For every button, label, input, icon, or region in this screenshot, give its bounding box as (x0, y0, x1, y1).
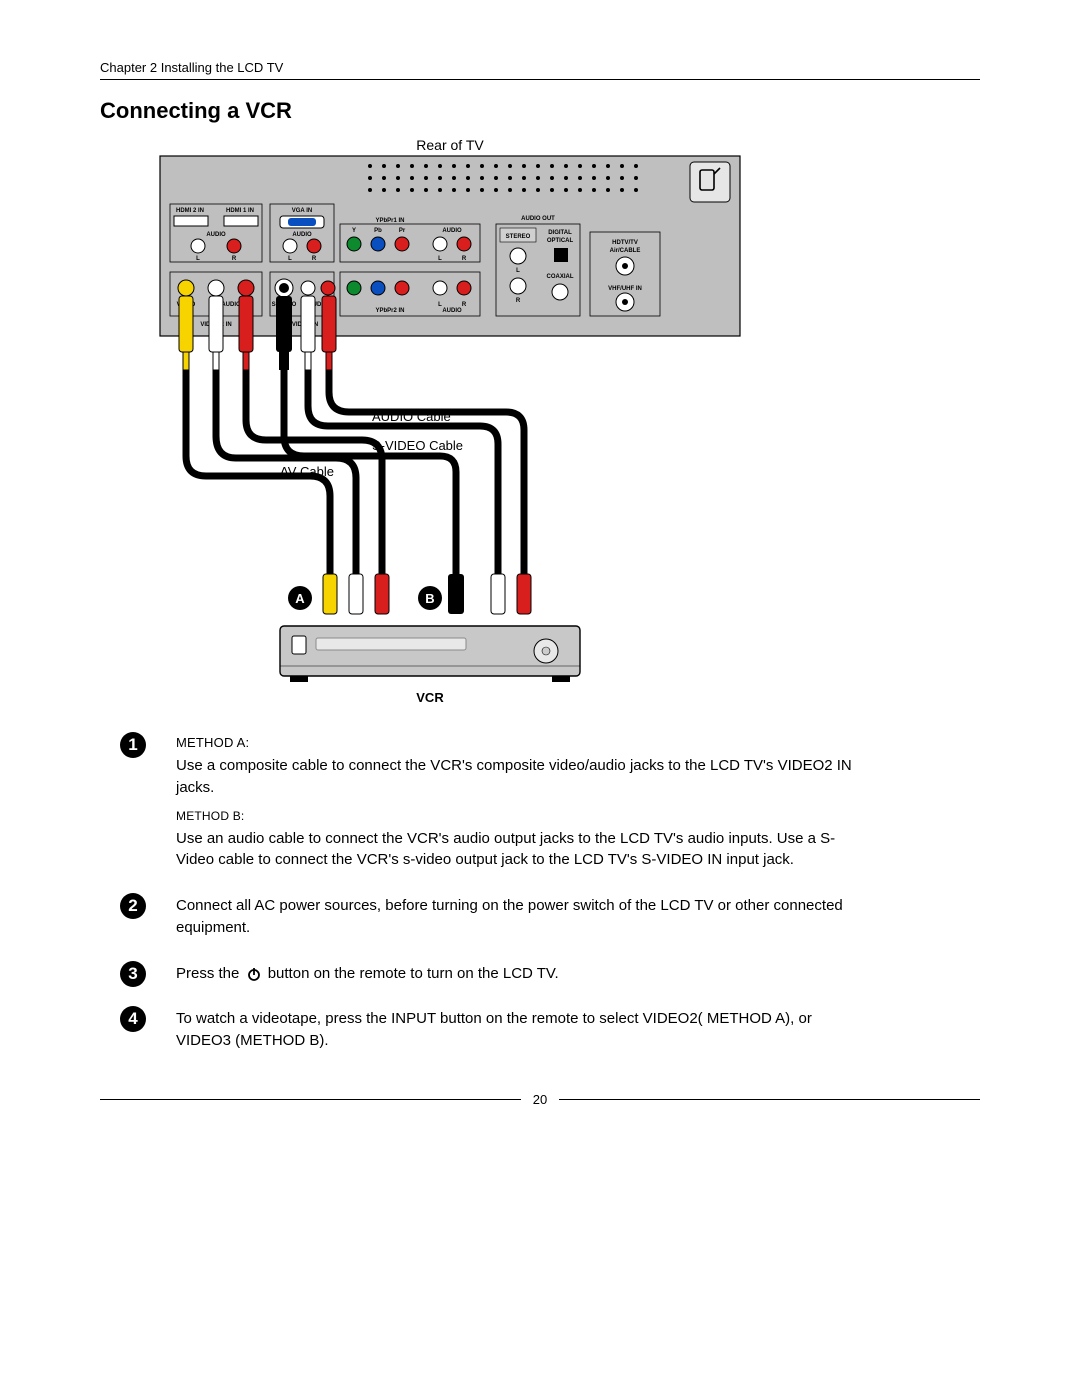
svg-text:OPTICAL: OPTICAL (547, 238, 574, 244)
svg-text:R: R (232, 256, 237, 262)
svg-text:L: L (438, 256, 442, 262)
svg-text:S-VIDEO Cable: S-VIDEO Cable (372, 438, 463, 453)
svg-text:L: L (438, 302, 442, 308)
footer-line-right (559, 1099, 980, 1100)
svg-text:HDMI 1 IN: HDMI 1 IN (226, 208, 254, 214)
page-footer: 20 (100, 1092, 980, 1107)
page: Chapter 2 Installing the LCD TV Connecti… (0, 0, 1080, 1147)
svg-text:VHF/UHF IN: VHF/UHF IN (608, 286, 642, 292)
svg-text:COAXIAL: COAXIAL (547, 274, 574, 280)
svg-text:Pb: Pb (374, 228, 382, 234)
svg-text:AUDIO: AUDIO (206, 232, 226, 238)
svg-text:AV Cable: AV Cable (280, 464, 334, 479)
step-3-body: Press the button on the remote to turn o… (176, 963, 559, 995)
svg-text:R: R (462, 302, 467, 308)
svg-text:VGA IN: VGA IN (292, 208, 312, 214)
method-b-cables: L R B (276, 296, 531, 614)
step-badge-1: 1 (120, 732, 146, 758)
svg-text:AUDIO OUT: AUDIO OUT (521, 216, 555, 222)
svg-text:YPbPr2 IN: YPbPr2 IN (375, 308, 404, 314)
svg-text:VCR: VCR (416, 690, 444, 705)
svg-text:STEREO: STEREO (506, 234, 531, 240)
steps-list: 1 METHOD A: Use a composite cable to con… (100, 734, 980, 1062)
page-number: 20 (533, 1092, 547, 1107)
svg-text:HDTV/TV: HDTV/TV (612, 240, 638, 246)
rear-of-tv-label: Rear of TV (416, 137, 484, 153)
svg-text:AUDIO Cable: AUDIO Cable (372, 409, 451, 424)
step-badge-3: 3 (120, 961, 146, 987)
svg-text:R: R (516, 298, 521, 304)
svg-text:Air/CABLE: Air/CABLE (610, 248, 641, 254)
vcr-device: VCR (280, 626, 580, 705)
diagram-svg: Rear of TV (140, 136, 760, 726)
step-4-text: To watch a videotape, press the INPUT bu… (176, 1008, 856, 1052)
step-4-body: To watch a videotape, press the INPUT bu… (176, 1008, 856, 1062)
step-2-body: Connect all AC power sources, before tur… (176, 895, 856, 949)
step-3-pre: Press the (176, 965, 244, 982)
connection-diagram: Rear of TV (100, 136, 980, 726)
step-4: 4 To watch a videotape, press the INPUT … (120, 1008, 980, 1062)
method-a-text: Use a composite cable to connect the VCR… (176, 755, 856, 799)
svg-text:AUDIO: AUDIO (221, 302, 241, 308)
svg-text:HDMI 2 IN: HDMI 2 IN (176, 208, 204, 214)
method-b-text: Use an audio cable to connect the VCR's … (176, 828, 856, 872)
svg-text:DIGITAL: DIGITAL (548, 230, 572, 236)
method-a-label: METHOD A: (176, 734, 856, 753)
svg-text:AUDIO: AUDIO (292, 232, 312, 238)
step-badge-2: 2 (120, 893, 146, 919)
section-title: Connecting a VCR (100, 98, 980, 124)
step-3-post: button on the remote to turn on the LCD … (268, 965, 559, 982)
svg-text:A: A (295, 591, 305, 606)
step-2-text: Connect all AC power sources, before tur… (176, 895, 856, 939)
step-1-body: METHOD A: Use a composite cable to conne… (176, 734, 856, 881)
step-badge-4: 4 (120, 1006, 146, 1032)
svg-text:Y: Y (352, 228, 356, 234)
svg-text:L: L (288, 256, 292, 262)
svg-text:AUDIO: AUDIO (442, 308, 462, 314)
step-3: 3 Press the button on the remote to turn… (120, 963, 980, 995)
svg-text:AUDIO: AUDIO (442, 228, 462, 234)
step-1: 1 METHOD A: Use a composite cable to con… (120, 734, 980, 881)
svg-text:B: B (425, 591, 434, 606)
svg-text:L: L (516, 268, 520, 274)
footer-line-left (100, 1099, 521, 1100)
step-2: 2 Connect all AC power sources, before t… (120, 895, 980, 949)
svg-text:R: R (462, 256, 467, 262)
header-rule (100, 79, 980, 80)
svg-text:Pr: Pr (399, 228, 406, 234)
svg-text:R: R (312, 256, 317, 262)
method-b-label: METHOD B: (176, 808, 856, 825)
svg-text:YPbPr1 IN: YPbPr1 IN (375, 218, 404, 224)
svg-text:L: L (196, 256, 200, 262)
power-icon (246, 966, 262, 982)
chapter-header: Chapter 2 Installing the LCD TV (100, 60, 980, 75)
